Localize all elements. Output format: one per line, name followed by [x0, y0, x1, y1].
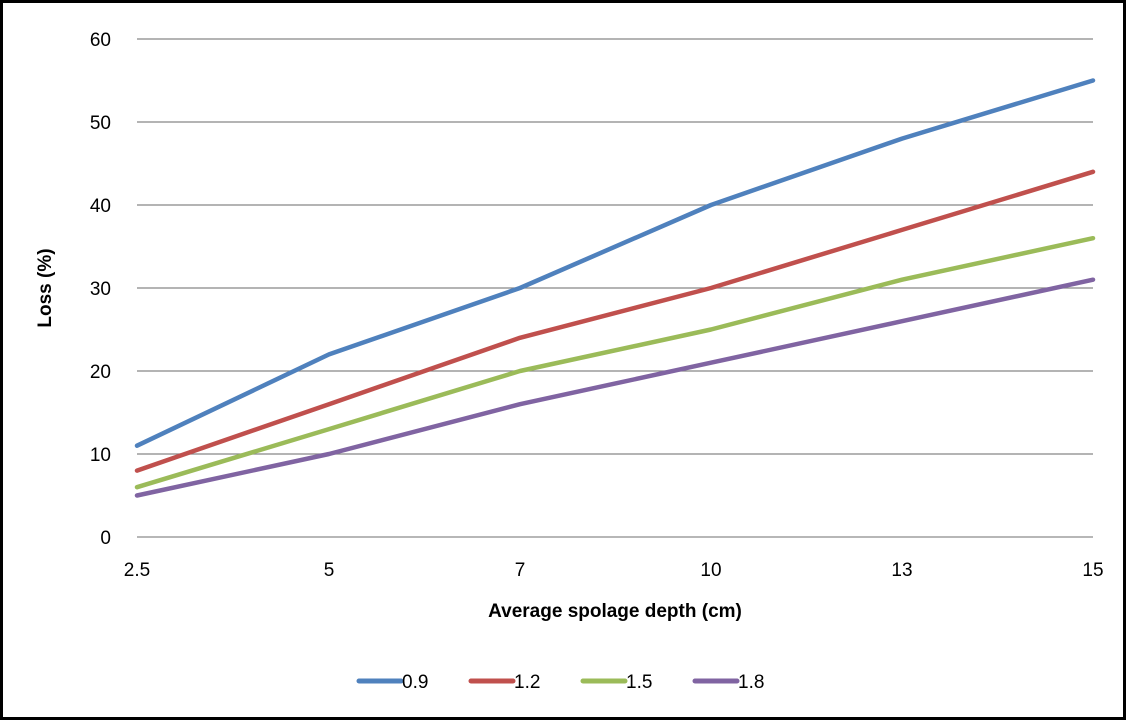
x-tick-label: 7 — [515, 560, 526, 581]
legend-label: 1.2 — [514, 672, 540, 693]
legend-label: 0.9 — [402, 672, 428, 693]
x-tick-label: 15 — [1082, 560, 1103, 581]
y-axis-title: Loss (%) — [35, 248, 56, 327]
legend-label: 1.8 — [738, 672, 764, 693]
y-tick-label: 50 — [90, 113, 111, 134]
x-axis-title: Average spolage depth (cm) — [488, 601, 742, 622]
y-tick-label: 60 — [90, 30, 111, 51]
line-chart: 0 10 20 30 40 50 60 2.5 5 7 10 13 15 Average spolag… — [35, 30, 1104, 693]
y-tick-label: 40 — [90, 196, 111, 217]
series-line-1-5 — [134, 235, 1096, 490]
y-tick-label: 20 — [90, 362, 111, 383]
series-line-0-9 — [134, 78, 1096, 448]
x-tick-label: 10 — [700, 560, 721, 581]
x-tick-label: 13 — [891, 560, 912, 581]
x-tick-label: 5 — [324, 560, 335, 581]
y-axis-ticks: 0 10 20 30 40 50 60 — [90, 30, 111, 549]
series-line-1-2 — [134, 169, 1096, 473]
series-line-1-8 — [134, 277, 1096, 498]
legend: 0.9 1.2 1.5 1.8 — [356, 672, 764, 693]
legend-label: 1.5 — [626, 672, 652, 693]
y-tick-label: 30 — [90, 279, 111, 300]
x-axis-ticks: 2.5 5 7 10 13 15 — [124, 560, 1104, 581]
series-lines — [134, 78, 1096, 498]
x-tick-label: 2.5 — [124, 560, 150, 581]
y-tick-label: 10 — [90, 445, 111, 466]
y-tick-label: 0 — [100, 528, 111, 549]
